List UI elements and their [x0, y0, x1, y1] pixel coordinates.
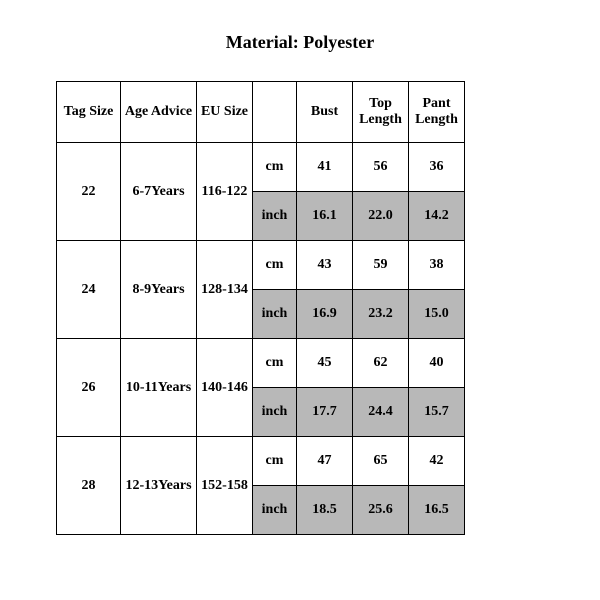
size-chart-page: Material: Polyester Tag Size Age Advice … [0, 0, 600, 600]
cell-bust-cm: 47 [297, 437, 353, 486]
cell-unit-inch: inch [253, 388, 297, 437]
cell-eu: 152-158 [197, 437, 253, 535]
cell-top-cm: 59 [353, 241, 409, 290]
cell-unit-inch: inch [253, 192, 297, 241]
col-age-advice: Age Advice [121, 82, 197, 143]
col-eu-size: EU Size [197, 82, 253, 143]
cell-top-inch: 22.0 [353, 192, 409, 241]
cell-unit-inch: inch [253, 290, 297, 339]
cell-eu: 128-134 [197, 241, 253, 339]
cell-bust-cm: 41 [297, 143, 353, 192]
cell-pant-cm: 42 [409, 437, 465, 486]
cell-bust-cm: 45 [297, 339, 353, 388]
size-table: Tag Size Age Advice EU Size Bust Top Len… [56, 81, 465, 535]
cell-unit-cm: cm [253, 241, 297, 290]
table-row: 22 6-7Years 116-122 cm 41 56 36 [57, 143, 465, 192]
cell-unit-cm: cm [253, 143, 297, 192]
cell-tag: 22 [57, 143, 121, 241]
cell-top-cm: 62 [353, 339, 409, 388]
cell-bust-inch: 17.7 [297, 388, 353, 437]
cell-unit-cm: cm [253, 437, 297, 486]
cell-bust-cm: 43 [297, 241, 353, 290]
col-tag-size: Tag Size [57, 82, 121, 143]
cell-age: 10-11Years [121, 339, 197, 437]
cell-unit-cm: cm [253, 339, 297, 388]
col-pant-length: Pant Length [409, 82, 465, 143]
cell-pant-cm: 40 [409, 339, 465, 388]
cell-top-inch: 23.2 [353, 290, 409, 339]
cell-bust-inch: 18.5 [297, 486, 353, 535]
col-bust: Bust [297, 82, 353, 143]
cell-pant-inch: 15.0 [409, 290, 465, 339]
col-unit [253, 82, 297, 143]
cell-tag: 26 [57, 339, 121, 437]
cell-tag: 24 [57, 241, 121, 339]
cell-age: 12-13Years [121, 437, 197, 535]
cell-pant-cm: 38 [409, 241, 465, 290]
cell-top-inch: 25.6 [353, 486, 409, 535]
table-header-row: Tag Size Age Advice EU Size Bust Top Len… [57, 82, 465, 143]
cell-eu: 116-122 [197, 143, 253, 241]
cell-age: 6-7Years [121, 143, 197, 241]
page-title: Material: Polyester [0, 32, 600, 53]
table-row: 28 12-13Years 152-158 cm 47 65 42 [57, 437, 465, 486]
cell-pant-inch: 14.2 [409, 192, 465, 241]
cell-top-cm: 65 [353, 437, 409, 486]
cell-unit-inch: inch [253, 486, 297, 535]
cell-bust-inch: 16.1 [297, 192, 353, 241]
cell-bust-inch: 16.9 [297, 290, 353, 339]
table-row: 26 10-11Years 140-146 cm 45 62 40 [57, 339, 465, 388]
cell-pant-cm: 36 [409, 143, 465, 192]
cell-eu: 140-146 [197, 339, 253, 437]
cell-pant-inch: 16.5 [409, 486, 465, 535]
cell-top-inch: 24.4 [353, 388, 409, 437]
table-row: 24 8-9Years 128-134 cm 43 59 38 [57, 241, 465, 290]
col-top-length: Top Length [353, 82, 409, 143]
cell-age: 8-9Years [121, 241, 197, 339]
cell-top-cm: 56 [353, 143, 409, 192]
cell-pant-inch: 15.7 [409, 388, 465, 437]
cell-tag: 28 [57, 437, 121, 535]
